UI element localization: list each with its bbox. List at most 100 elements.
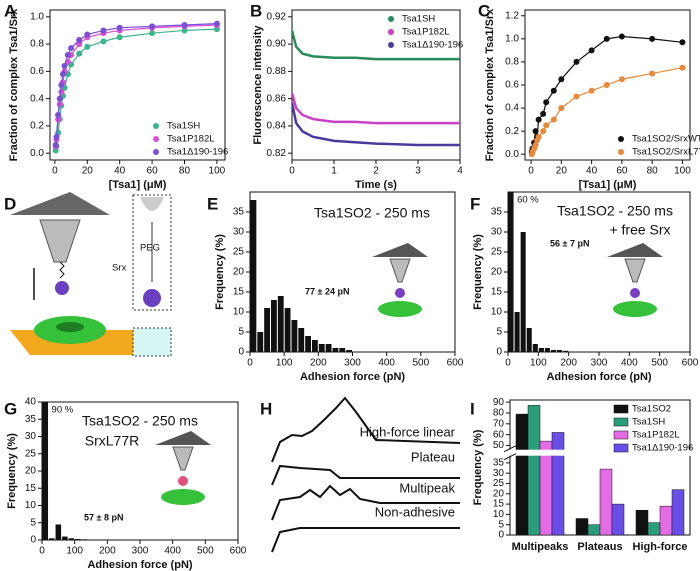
- y-tick-label: 80: [493, 408, 505, 419]
- bar: [250, 200, 257, 352]
- diagram-label: PEG: [140, 243, 160, 254]
- legend-marker: [618, 136, 624, 142]
- bar: [298, 328, 305, 352]
- diagram-label: Non-adhesive: [375, 504, 455, 519]
- x-tick-label: Multipeaks: [512, 541, 569, 553]
- legend-marker: [618, 149, 624, 155]
- point: [603, 82, 610, 88]
- value-label: 60 %: [517, 195, 539, 206]
- bar: [284, 308, 291, 352]
- plot-area: [508, 192, 569, 352]
- inset-tip: [624, 258, 646, 283]
- panel-label: B: [250, 1, 262, 20]
- x-tick-label: 500: [412, 358, 429, 369]
- bar: [514, 312, 520, 352]
- bar: [508, 192, 514, 352]
- y-tick-label: 35: [25, 414, 37, 425]
- inset-ring: [378, 301, 422, 317]
- bar: [659, 505, 673, 535]
- bar: [557, 350, 563, 352]
- panel-label: I: [470, 399, 475, 418]
- legend-label: Tsa1P182L: [402, 27, 450, 38]
- y-tick-label: 0: [496, 347, 502, 358]
- series-line: [292, 102, 460, 147]
- y-tick-label: 25: [493, 478, 505, 489]
- legend-swatch: [613, 404, 629, 414]
- y-tick-label: 0.6: [30, 66, 44, 77]
- point: [550, 116, 557, 123]
- y-tick-label: 0.4: [30, 93, 44, 104]
- chart-title: Tsa1SO2 - 250 ms: [557, 203, 673, 219]
- annotation: 77 ± 24 pN: [305, 286, 349, 296]
- legend-marker: [153, 149, 159, 155]
- x-tick-label: 20: [82, 166, 94, 177]
- srx: [55, 281, 69, 295]
- bar: [550, 350, 557, 352]
- y-tick-label: 40: [25, 397, 37, 408]
- chart-title: Tsa1SO2 - 250 ms: [82, 413, 198, 429]
- point: [58, 82, 65, 88]
- bar: [291, 320, 298, 352]
- bar: [42, 402, 49, 540]
- y-tick-label: 70: [493, 418, 505, 429]
- x-tick-label: 3: [415, 166, 421, 177]
- bar: [68, 538, 75, 540]
- y-tick-label: 35: [493, 458, 505, 469]
- point: [588, 87, 595, 94]
- y-tick-label: 0.2: [505, 126, 519, 137]
- y-tick-label: 30: [25, 431, 37, 442]
- y-tick-label: 5: [498, 519, 504, 530]
- point: [550, 87, 557, 94]
- diagram-label: High-force linear: [360, 424, 456, 439]
- plot-area: [52, 20, 220, 154]
- point: [558, 76, 565, 83]
- x-tick-label: 300: [132, 546, 149, 557]
- point: [76, 37, 83, 43]
- annotation: 57 ± 8 pN: [84, 512, 123, 522]
- point: [618, 76, 625, 83]
- x-tick-label: 500: [197, 546, 214, 557]
- y-axis-label: Fraction of complex Tsa1/Srx: [484, 8, 496, 162]
- x-axis-label: [Tsa1] (μM): [579, 179, 637, 191]
- x-tick-label: Plateaus: [577, 541, 622, 553]
- trace: [271, 484, 460, 521]
- point: [573, 93, 580, 100]
- y-tick-label: 90: [493, 397, 505, 408]
- y-tick-label: 35: [491, 207, 503, 218]
- bar: [647, 522, 661, 535]
- legend-marker: [388, 42, 394, 48]
- zoom-tip: [140, 197, 164, 211]
- bar: [611, 503, 625, 535]
- x-tick-label: 600: [682, 358, 699, 369]
- y-tick-label: 0.2: [30, 121, 44, 132]
- y-tick-label: 0.4: [505, 103, 519, 114]
- x-axis-label: Adhesion force (pN): [87, 559, 192, 571]
- bar: [325, 344, 332, 352]
- x-tick-label: High-force: [633, 541, 688, 553]
- plot-area: [528, 33, 686, 158]
- y-tick-label: 20: [233, 267, 245, 278]
- y-tick-label: 5: [30, 517, 36, 528]
- y-tick-label: 30: [491, 227, 503, 238]
- x-tick-label: 600: [230, 546, 247, 557]
- series-line: [55, 23, 217, 146]
- x-tick-label: 200: [560, 358, 577, 369]
- y-tick-label: 1.0: [505, 33, 519, 44]
- x-tick-label: 40: [114, 166, 126, 177]
- force-traces: [271, 396, 461, 553]
- y-tick-label: 0.6: [505, 80, 519, 91]
- y-tick-label: 15: [493, 499, 505, 510]
- x-tick-label: 0: [39, 546, 45, 557]
- axis-break-mark: [503, 445, 517, 453]
- legend-label: Tsa1Δ190-196: [402, 40, 463, 51]
- point: [603, 35, 610, 42]
- panel-label: D: [4, 194, 16, 213]
- point: [679, 64, 686, 71]
- trace: [271, 396, 461, 463]
- ring-hole: [56, 322, 84, 332]
- y-tick-label: 35: [233, 207, 245, 218]
- x-tick-label: 4: [457, 166, 463, 177]
- bar: [587, 524, 601, 535]
- y-tick-label: 10: [491, 307, 503, 318]
- point: [61, 62, 68, 69]
